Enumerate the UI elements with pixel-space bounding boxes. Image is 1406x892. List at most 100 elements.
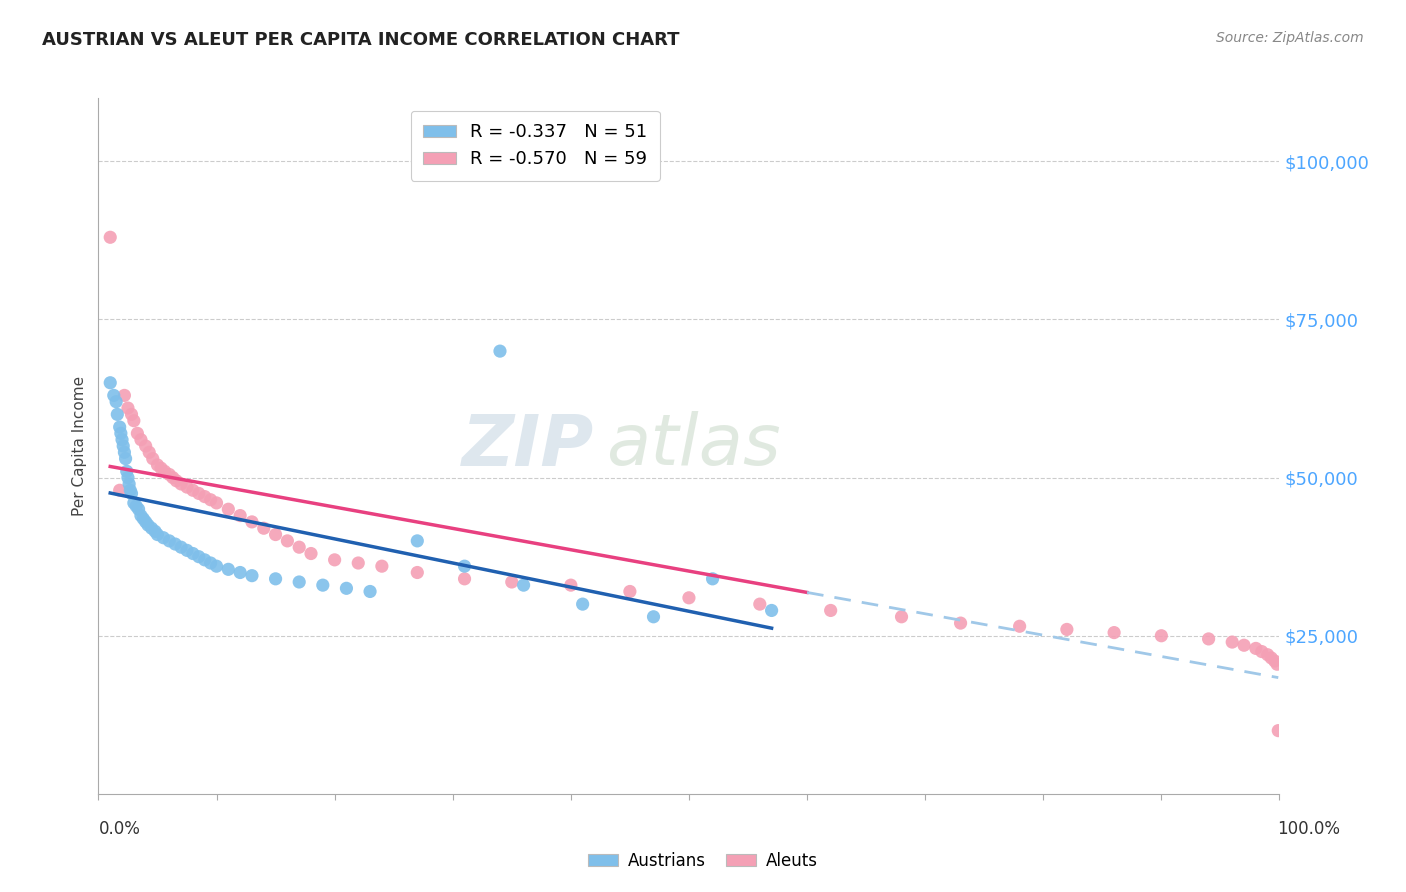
Point	[501, 574, 523, 589]
Point	[152, 531, 174, 545]
Point	[127, 426, 149, 441]
Point	[761, 603, 783, 617]
Point	[1008, 619, 1031, 633]
Point	[135, 515, 157, 529]
Point	[120, 483, 142, 498]
Point	[170, 540, 193, 554]
Point	[157, 533, 180, 548]
Legend: R = -0.337   N = 51, R = -0.570   N = 59: R = -0.337 N = 51, R = -0.570 N = 59	[411, 111, 659, 181]
Point	[128, 502, 150, 516]
Text: Source: ZipAtlas.com: Source: ZipAtlas.com	[1216, 31, 1364, 45]
Point	[135, 439, 157, 453]
Point	[299, 547, 322, 561]
Point	[98, 230, 121, 244]
Point	[157, 467, 180, 482]
Text: AUSTRIAN VS ALEUT PER CAPITA INCOME CORRELATION CHART: AUSTRIAN VS ALEUT PER CAPITA INCOME CORR…	[42, 31, 679, 49]
Point	[253, 521, 276, 535]
Point	[105, 394, 128, 409]
Point	[105, 408, 128, 422]
Point	[118, 477, 141, 491]
Point	[146, 458, 169, 472]
Point	[122, 496, 145, 510]
Point	[820, 603, 842, 617]
Point	[146, 527, 169, 541]
Point	[512, 578, 534, 592]
Point	[129, 508, 152, 523]
Point	[619, 584, 641, 599]
Point	[176, 480, 198, 494]
Point	[150, 461, 173, 475]
Point	[194, 553, 217, 567]
Point	[121, 486, 143, 500]
Point	[949, 616, 972, 631]
Point	[165, 537, 187, 551]
Point	[560, 578, 582, 592]
Point	[489, 344, 512, 359]
Text: ZIP: ZIP	[463, 411, 595, 481]
Point	[114, 451, 136, 466]
Point	[347, 556, 370, 570]
Point	[359, 584, 381, 599]
Point	[1265, 657, 1288, 672]
Point	[371, 559, 394, 574]
Point	[1150, 629, 1173, 643]
Point	[571, 597, 593, 611]
Point	[108, 420, 131, 434]
Point	[702, 572, 724, 586]
Point	[748, 597, 770, 611]
Point	[194, 490, 217, 504]
Point	[1264, 654, 1286, 668]
Point	[890, 609, 912, 624]
Point	[176, 543, 198, 558]
Point	[205, 559, 228, 574]
Point	[1244, 641, 1267, 656]
Point	[103, 388, 125, 402]
Point	[112, 445, 135, 459]
Point	[132, 512, 155, 526]
Point	[264, 572, 287, 586]
Point	[453, 559, 475, 574]
Point	[165, 474, 187, 488]
Point	[1198, 632, 1220, 646]
Point	[181, 547, 204, 561]
Point	[406, 566, 429, 580]
Point	[312, 578, 335, 592]
Point	[1267, 723, 1289, 738]
Point	[229, 566, 252, 580]
Point	[129, 433, 152, 447]
Point	[122, 414, 145, 428]
Point	[264, 527, 287, 541]
Point	[110, 426, 132, 441]
Point	[117, 401, 139, 415]
Point	[143, 524, 166, 539]
Point	[1233, 638, 1256, 652]
Point	[205, 496, 228, 510]
Point	[162, 470, 184, 484]
Point	[112, 388, 135, 402]
Point	[323, 553, 346, 567]
Point	[217, 502, 239, 516]
Point	[335, 582, 357, 596]
Point	[200, 556, 222, 570]
Point	[108, 483, 131, 498]
Point	[181, 483, 204, 498]
Point	[117, 470, 139, 484]
Point	[288, 574, 311, 589]
Point	[200, 492, 222, 507]
Point	[1257, 648, 1279, 662]
Point	[142, 451, 165, 466]
Point	[406, 533, 429, 548]
Point	[187, 486, 209, 500]
Text: 0.0%: 0.0%	[98, 820, 141, 838]
Y-axis label: Per Capita Income: Per Capita Income	[72, 376, 87, 516]
Point	[136, 518, 159, 533]
Point	[1102, 625, 1125, 640]
Point	[217, 562, 239, 576]
Text: 100.0%: 100.0%	[1277, 820, 1340, 838]
Point	[187, 549, 209, 564]
Text: atlas: atlas	[606, 411, 780, 481]
Point	[138, 445, 160, 459]
Point	[240, 568, 263, 582]
Point	[1056, 623, 1078, 637]
Point	[141, 521, 163, 535]
